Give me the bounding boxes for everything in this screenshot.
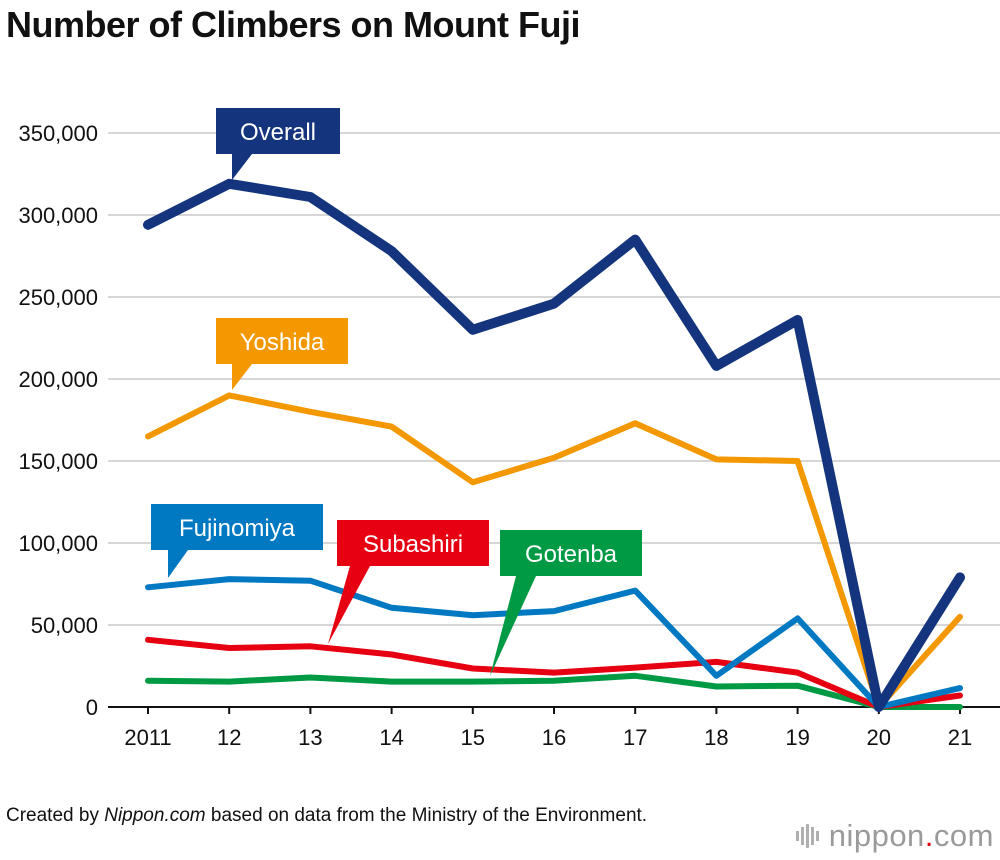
x-tick-label: 13 — [298, 725, 322, 750]
axes: 0 50,000 100,000 150,000 200,000 250,000 300,0… — [18, 121, 1000, 750]
callout-box — [500, 530, 642, 576]
credit-prefix: Created by — [6, 805, 105, 826]
x-tick-label: 20 — [867, 725, 891, 750]
line-chart: 0 50,000 100,000 150,000 200,000 250,000 300,0… — [18, 108, 1000, 750]
x-tick-label: 14 — [379, 725, 403, 750]
logo-dot: . — [924, 818, 934, 853]
callout-label: Overall — [240, 119, 316, 146]
callout-subashiri: Subashiri — [328, 520, 489, 644]
logo-tld: com — [933, 818, 994, 853]
y-tick-label: 350,000 — [18, 121, 98, 146]
callout-label: Subashiri — [363, 531, 463, 558]
callout-fujinomiya: Fujinomiya — [151, 504, 323, 578]
y-tick-label: 150,000 — [18, 449, 98, 474]
callout-yoshida: Yoshida — [216, 318, 348, 390]
credit-source: Nippon.com — [104, 805, 206, 826]
logo-name: nippon — [828, 818, 925, 853]
logo-bars-icon — [795, 824, 819, 848]
y-tick-label: 200,000 — [18, 367, 98, 392]
callout-box — [151, 504, 323, 550]
x-tick-label: 12 — [217, 725, 241, 750]
callout-pointer — [490, 576, 536, 676]
callout-pointer — [232, 154, 252, 180]
callout-box — [216, 108, 340, 154]
callout-label: Yoshida — [240, 329, 325, 356]
callout-gotenba: Gotenba — [490, 530, 642, 676]
callout-box — [337, 520, 489, 566]
y-tick-label: 50,000 — [31, 613, 98, 638]
series-line-gotenba — [145, 672, 963, 710]
series-line-subashiri — [145, 636, 963, 710]
callout-label: Fujinomiya — [179, 515, 296, 542]
x-tick-label: 2011 — [124, 725, 171, 750]
y-tick-label: 100,000 — [18, 531, 98, 556]
x-tick-label: 17 — [623, 725, 647, 750]
callout-pointer — [168, 550, 188, 578]
y-tick-label: 300,000 — [18, 203, 98, 228]
y-tick-label: 0 — [86, 695, 98, 720]
callout-pointer — [232, 364, 252, 390]
series-callouts: Gotenba Subashiri Fujinomiya Yoshida Overall — [151, 108, 642, 676]
x-tick-label: 15 — [461, 725, 485, 750]
x-tick-label: 19 — [785, 725, 809, 750]
chart-title: Number of Climbers on Mount Fuji — [6, 4, 580, 45]
callout-box — [216, 318, 348, 364]
series-line-overall — [143, 178, 965, 712]
x-tick-label: 21 — [948, 725, 972, 750]
x-tick-label: 16 — [542, 725, 566, 750]
series-line-fujinomiya — [145, 576, 963, 710]
y-tick-label: 250,000 — [18, 285, 98, 310]
nippon-logo: nippon.com — [795, 818, 994, 854]
credit-suffix: based on data from the Ministry of the E… — [205, 805, 648, 826]
callout-overall: Overall — [216, 108, 340, 180]
x-tick-label: 18 — [704, 725, 728, 750]
callout-label: Gotenba — [525, 541, 618, 568]
series-lines — [143, 178, 965, 712]
source-credit: Created by Nippon.com based on data from… — [6, 804, 726, 828]
callout-pointer — [328, 566, 370, 644]
series-line-yoshida — [145, 392, 963, 710]
logo-wordmark: nippon.com — [829, 818, 994, 854]
